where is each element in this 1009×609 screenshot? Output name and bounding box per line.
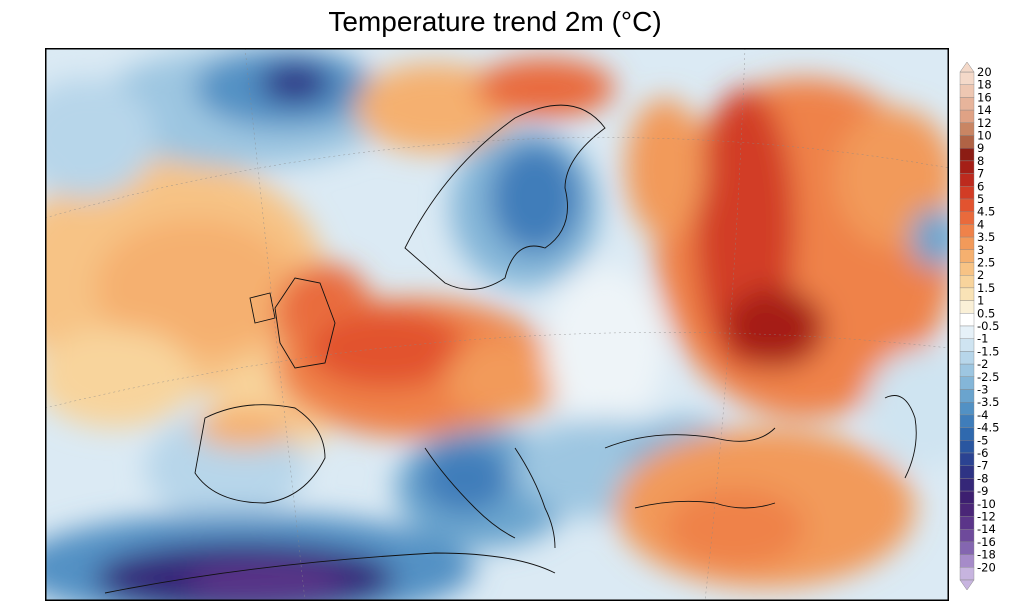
legend-swatch <box>959 160 975 174</box>
legend-label: -2 <box>977 357 988 371</box>
legend-label: 12 <box>977 116 992 130</box>
legend-swatch <box>959 198 975 212</box>
legend-label: -1 <box>977 332 988 346</box>
legend-label: 2 <box>977 268 984 282</box>
legend-label: 1 <box>977 294 984 308</box>
legend-label: 5 <box>977 192 984 206</box>
legend-label: 18 <box>977 78 992 92</box>
legend-label: -3 <box>977 383 988 397</box>
legend-swatch <box>959 84 975 98</box>
legend-label: 7 <box>977 167 984 181</box>
legend-label: -12 <box>977 510 996 524</box>
legend-label: -9 <box>977 484 988 498</box>
legend-swatch <box>959 567 975 581</box>
legend-label: -5 <box>977 433 988 447</box>
legend-swatch <box>959 71 975 85</box>
legend-swatch <box>959 262 975 276</box>
legend-swatch <box>959 465 975 479</box>
map-title: Temperature trend 2m (°C) <box>328 6 662 37</box>
iceland-cold-core <box>260 63 330 103</box>
legend-swatch <box>959 186 975 200</box>
legend-label: 14 <box>977 103 992 117</box>
legend-label: -4 <box>977 408 988 422</box>
legend-label: -6 <box>977 446 988 460</box>
legend-label: 8 <box>977 154 984 168</box>
legend-label: -18 <box>977 548 996 562</box>
legend-swatch <box>959 287 975 301</box>
legend-swatch <box>959 135 975 149</box>
legend-swatch <box>959 313 975 327</box>
color-legend: 201816141210987654.543.532.521.510.5-0.5… <box>959 61 999 590</box>
graticule <box>45 48 949 601</box>
legend-swatch <box>959 376 975 390</box>
legend-swatch <box>959 300 975 314</box>
legend-swatch <box>959 122 975 136</box>
legend-swatch <box>959 427 975 441</box>
legend-swatch <box>959 516 975 530</box>
legend-swatch <box>959 490 975 505</box>
legend-swatch <box>959 325 975 339</box>
legend-label: -7 <box>977 459 988 473</box>
legend-swatch <box>959 478 975 492</box>
legend-label: 20 <box>977 65 992 79</box>
legend-label: -10 <box>977 497 996 511</box>
legend-swatch <box>959 554 975 568</box>
legend-label: -16 <box>977 535 996 549</box>
legend-swatch <box>959 211 975 225</box>
atlantic-warm-core <box>95 218 295 358</box>
legend-label: 10 <box>977 129 992 143</box>
legend-swatch <box>959 529 975 543</box>
legend-arrow-down-icon <box>959 579 975 590</box>
legend-swatch <box>959 224 975 238</box>
legend-swatch <box>959 109 975 123</box>
legend-label: 16 <box>977 90 992 104</box>
legend-label: -1.5 <box>977 344 999 358</box>
legend-swatch <box>959 414 975 428</box>
legend-label: 6 <box>977 179 984 193</box>
legend-label: 1.5 <box>977 281 995 295</box>
legend-label: -0.5 <box>977 319 999 333</box>
legend-swatch <box>959 351 975 365</box>
legend-swatch <box>959 97 975 111</box>
legend-swatch <box>959 363 975 378</box>
legend-swatch <box>959 389 975 403</box>
legend-swatch <box>959 173 975 187</box>
legend-label: -20 <box>977 560 996 574</box>
legend-swatch <box>959 541 975 555</box>
legend-swatch <box>959 147 975 162</box>
legend-arrow-up-icon <box>959 61 975 73</box>
legend-swatch <box>959 452 975 466</box>
legend-label: 3.5 <box>977 230 995 244</box>
legend-label: -8 <box>977 471 988 485</box>
legend-label: -2.5 <box>977 370 999 384</box>
legend-label: -14 <box>977 522 996 536</box>
legend-swatch <box>959 249 975 263</box>
legend-label: 9 <box>977 141 984 155</box>
legend-label: 0.5 <box>977 306 995 320</box>
legend-label: 4.5 <box>977 205 995 219</box>
legend-swatch <box>959 274 975 289</box>
legend-swatch <box>959 236 975 251</box>
legend-swatch <box>959 402 975 416</box>
legend-label: -3.5 <box>977 395 999 409</box>
legend-swatch <box>959 503 975 517</box>
legend-swatch <box>959 440 975 454</box>
map-frame <box>45 48 949 601</box>
legend-label: 2.5 <box>977 256 995 270</box>
temperature-trend-map <box>45 48 949 601</box>
legend-label: 3 <box>977 243 984 257</box>
legend-label: -4.5 <box>977 421 999 435</box>
legend-label: 4 <box>977 217 984 231</box>
legend-swatch <box>959 338 975 352</box>
